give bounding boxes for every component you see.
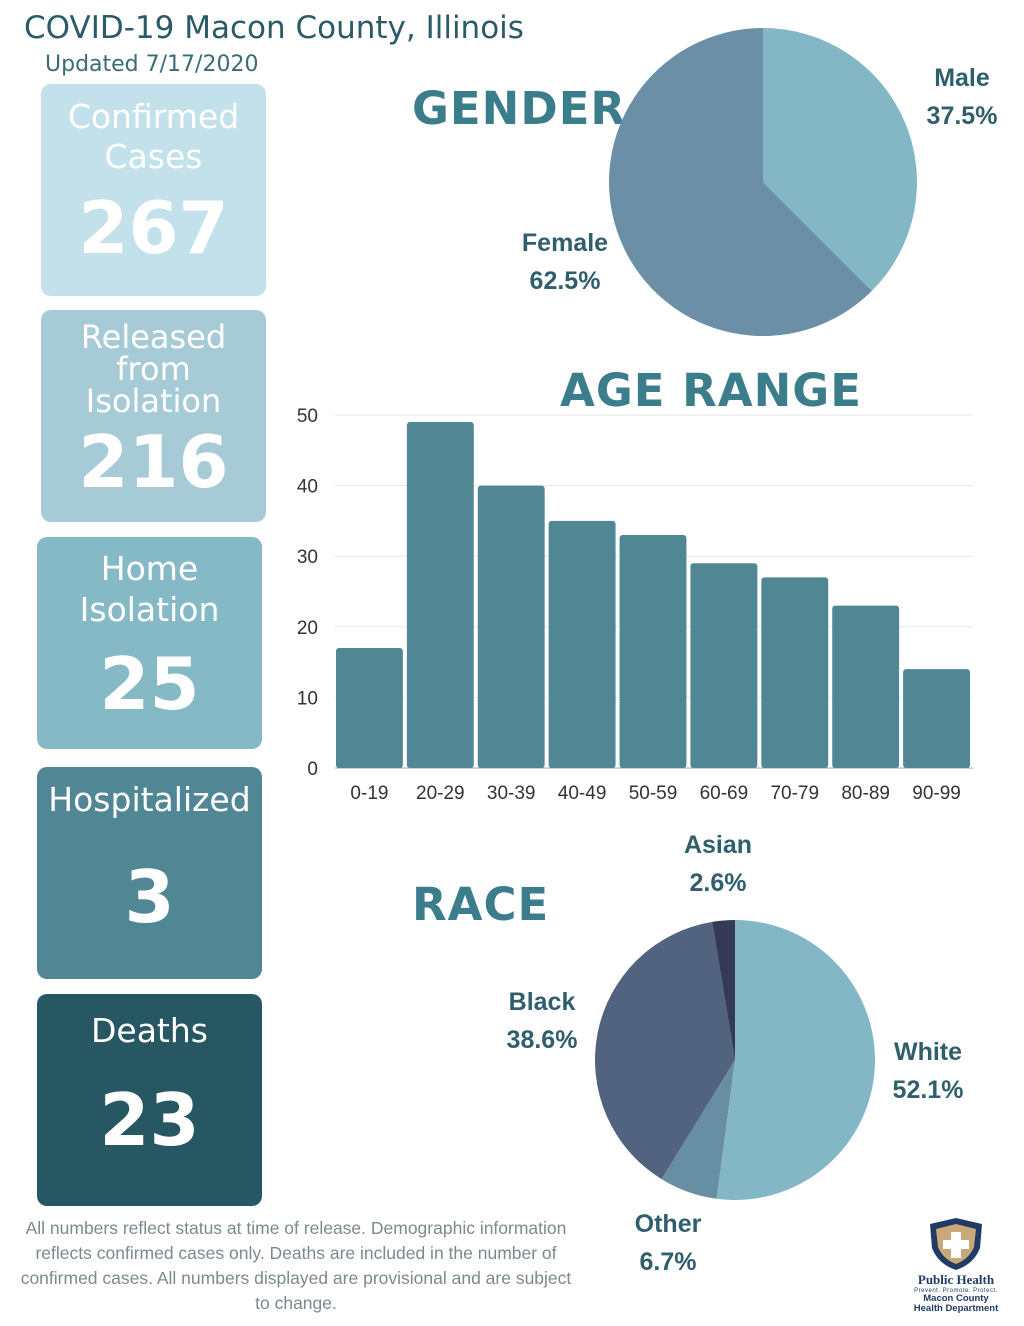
confirmed-value: 267	[78, 186, 229, 270]
shield-icon	[930, 1218, 982, 1270]
bar-0-19	[336, 647, 403, 768]
deaths-label: Deaths	[91, 1011, 208, 1050]
race-title: RACE	[412, 878, 550, 931]
female-pct: 62.5%	[529, 266, 601, 295]
x-tick-label: 50-59	[629, 783, 678, 804]
deaths-card: Deaths 23	[37, 994, 262, 1206]
x-tick-label: 20-29	[416, 783, 465, 804]
y-tick-label: 40	[297, 477, 318, 498]
race-other-label: Other 6.7%	[618, 1206, 718, 1281]
race-white-label: White 52.1%	[878, 1034, 978, 1109]
released-label-line2: from	[116, 350, 191, 388]
race-asian-label: Asian 2.6%	[668, 827, 768, 902]
x-tick-label: 90-99	[912, 783, 961, 804]
other-name: Other	[634, 1210, 702, 1238]
pie-slice-white	[716, 920, 875, 1200]
pie-slice-female	[608, 28, 872, 336]
x-tick-label: 40-49	[558, 783, 607, 804]
asian-pct: 2.6%	[689, 868, 747, 897]
white-name: White	[893, 1038, 963, 1066]
home-label-line2: Isolation	[79, 590, 220, 629]
released-label-line1: Released	[80, 318, 227, 356]
y-tick-label: 50	[297, 406, 318, 427]
public-health-logo: Public Health Prevent. Promote. Protect.…	[900, 1216, 1012, 1316]
x-tick-label: 60-69	[700, 783, 749, 804]
gender-title: GENDER	[412, 82, 627, 135]
x-tick-label: 80-89	[841, 783, 890, 804]
bar-50-59	[619, 535, 687, 768]
x-tick-label: 0-19	[350, 783, 388, 804]
confirmed-label-line1: Confirmed	[67, 97, 240, 136]
bar-40-49	[548, 520, 616, 768]
logo-tagline: Prevent. Promote. Protect.	[914, 1288, 998, 1294]
hospitalized-label: Hospitalized	[48, 780, 251, 819]
home-label-line1: Home	[100, 549, 199, 588]
bar-30-39	[477, 485, 545, 768]
y-tick-label: 0	[307, 759, 318, 780]
logo-name: Public Health	[917, 1272, 995, 1287]
bar-70-79	[761, 577, 829, 768]
logo-dept-line1: Macon County	[923, 1293, 989, 1304]
pie-slice-male	[763, 28, 917, 291]
released-value: 216	[78, 420, 229, 504]
released-label-line3: Isolation	[85, 382, 222, 420]
bar-90-99	[903, 669, 970, 768]
x-tick-label: 70-79	[770, 783, 819, 804]
black-name: Black	[508, 988, 576, 1016]
updated-date: Updated 7/17/2020	[45, 52, 259, 77]
pie-slice-other	[661, 1060, 735, 1199]
bar-20-29	[406, 422, 474, 768]
confirmed-label-line2: Cases	[104, 137, 203, 176]
white-pct: 52.1%	[892, 1075, 964, 1104]
home-isolation-card: Home Isolation 25	[37, 537, 262, 749]
hospitalized-card: Hospitalized 3	[37, 767, 262, 979]
y-tick-label: 20	[297, 618, 318, 639]
black-pct: 38.6%	[506, 1025, 578, 1054]
logo-dept-line2: Health Department	[913, 1303, 999, 1314]
bar-80-89	[832, 605, 900, 768]
released-card: Released from Isolation 216	[41, 310, 266, 522]
home-value: 25	[99, 642, 200, 726]
x-tick-label: 30-39	[487, 783, 536, 804]
gender-pie-chart	[608, 28, 917, 336]
male-pct: 37.5%	[926, 101, 998, 130]
other-pct: 6.7%	[639, 1247, 697, 1276]
race-black-label: Black 38.6%	[492, 984, 592, 1059]
y-tick-label: 30	[297, 547, 318, 568]
gender-male-label: Male 37.5%	[912, 60, 1012, 135]
confirmed-cases-card: Confirmed Cases 267	[41, 84, 266, 296]
deaths-value: 23	[99, 1078, 200, 1162]
pie-slice-black	[595, 921, 735, 1180]
pie-slice-asian	[712, 920, 735, 1060]
age-range-title: AGE RANGE	[560, 364, 862, 417]
race-pie-chart	[595, 920, 875, 1200]
age-range-bar-chart: 0 10 20 30 40 50 0-19 20-29 30-39 40-49 50-59 60-69…	[297, 406, 973, 804]
y-tick-label: 10	[297, 688, 318, 709]
gender-female-label: Female 62.5%	[505, 225, 625, 300]
male-name: Male	[934, 64, 990, 92]
hospitalized-value: 3	[124, 855, 175, 939]
asian-name: Asian	[683, 831, 753, 859]
female-name: Female	[521, 229, 609, 257]
footnote: All numbers reflect status at time of re…	[20, 1218, 572, 1313]
bar-60-69	[690, 563, 758, 768]
page-title: COVID-19 Macon County, Illinois	[24, 10, 524, 46]
